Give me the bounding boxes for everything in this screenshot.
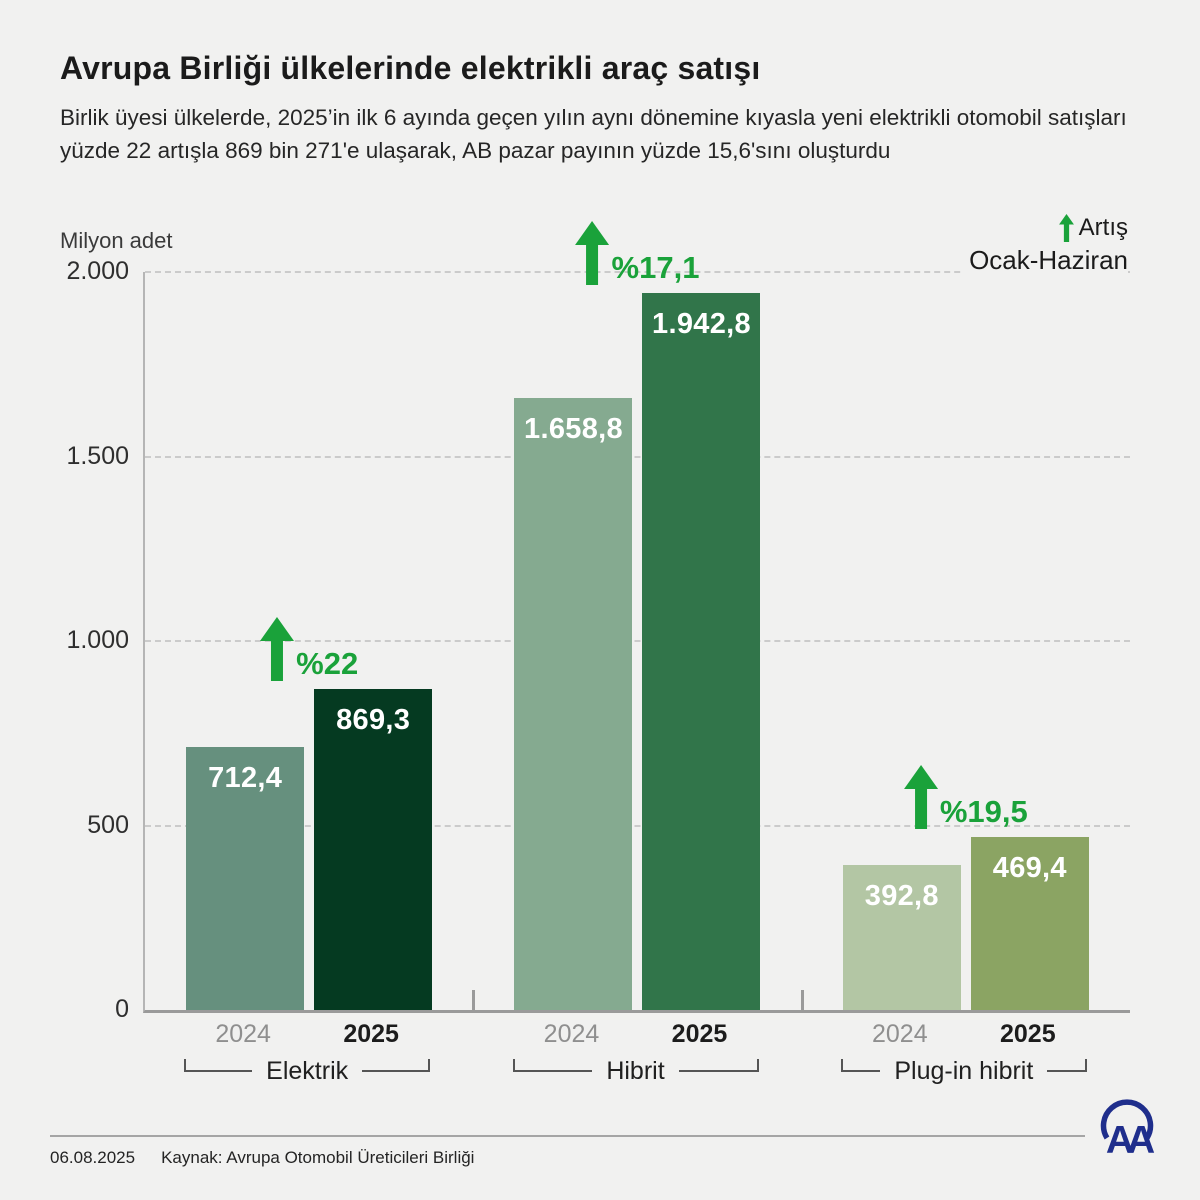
bar-2025: 469,4 bbox=[970, 836, 1089, 1010]
bracket-line-left bbox=[184, 1059, 253, 1072]
group-label: Plug-in hibrit bbox=[894, 1057, 1034, 1085]
bar-value-label: 392,8 bbox=[864, 880, 939, 913]
y-tick-label: 0 bbox=[115, 995, 129, 1023]
bar-value-label: 1.942,8 bbox=[652, 308, 751, 341]
year-label-2024: 2024 bbox=[872, 1020, 928, 1048]
year-label-2025: 2025 bbox=[343, 1020, 399, 1048]
change-percent-label: %22 bbox=[296, 646, 359, 682]
legend-increase-row: Artış bbox=[969, 214, 1128, 242]
increase-arrow-icon bbox=[260, 617, 295, 682]
gridline-2.000 bbox=[145, 271, 1130, 273]
year-label-row: 2024 2025 bbox=[800, 1020, 1128, 1049]
legend: Artış Ocak-Haziran bbox=[963, 214, 1128, 276]
gridline-1.500 bbox=[145, 455, 1130, 458]
y-tick-label: 1.500 bbox=[66, 441, 129, 470]
bracket-line-right bbox=[678, 1059, 759, 1072]
x-axis-labels: 2024 2025 2024 2025 2024 2025 bbox=[143, 1020, 1128, 1054]
year-label-2025: 2025 bbox=[671, 1020, 728, 1048]
change-indicator: %19,5 bbox=[903, 764, 1028, 829]
page-title: Avrupa Birliği ülkelerinde elektrikli ar… bbox=[60, 50, 761, 86]
bar-value-label: 469,4 bbox=[992, 851, 1067, 884]
year-label-2024: 2024 bbox=[543, 1020, 600, 1048]
aa-logo-arc bbox=[1100, 1099, 1154, 1140]
bar-2024: 712,4 bbox=[186, 747, 305, 1010]
bracket-line-left bbox=[512, 1059, 593, 1072]
change-percent-label: %19,5 bbox=[939, 793, 1028, 829]
aa-agency-logo: AA bbox=[1100, 1099, 1158, 1159]
group-bracket-plug-in-hibrit: Plug-in hibrit bbox=[840, 1057, 1087, 1085]
bar-group-elektrik: 712,4 869,3 %22 bbox=[145, 272, 473, 1010]
bar-2025: 1.942,8 bbox=[642, 293, 761, 1010]
y-axis-unit-label: Milyon adet bbox=[60, 228, 173, 253]
footer-source: Kaynak: Avrupa Otomobil Üreticileri Birl… bbox=[161, 1148, 475, 1167]
year-label-2024: 2024 bbox=[215, 1020, 271, 1048]
bar-2024: 392,8 bbox=[842, 865, 961, 1010]
group-brackets: Elektrik Hibrit Plug-in hibrit bbox=[143, 1058, 1128, 1088]
bracket-line-right bbox=[1047, 1059, 1087, 1072]
bar-group-plug-in-hibrit: 392,8 469,4 %19,5 bbox=[802, 272, 1130, 1010]
y-tick-label: 1.000 bbox=[66, 626, 129, 654]
increase-arrow-icon bbox=[575, 221, 610, 286]
bar-2024: 1.658,8 bbox=[514, 397, 633, 1010]
bar-chart-plot-area: 712,4 869,3 %22 1.658,8 1.942,8 %17,1 392,8 469… bbox=[143, 221, 1130, 1013]
change-indicator: %22 bbox=[260, 617, 359, 682]
year-label-row: 2024 2025 bbox=[143, 1020, 471, 1049]
bar-value-label: 869,3 bbox=[336, 704, 411, 737]
legend-period-label: Ocak-Haziran bbox=[969, 245, 1128, 275]
aa-logo-text: AA bbox=[1106, 1119, 1155, 1159]
year-label-2025: 2025 bbox=[1000, 1020, 1056, 1048]
footer-divider bbox=[50, 1135, 1085, 1137]
group-label: Elektrik bbox=[266, 1057, 349, 1085]
group-label: Hibrit bbox=[606, 1057, 665, 1085]
y-tick-label: 2.000 bbox=[66, 257, 129, 285]
subtitle: Birlik üyesi ülkelerde, 2025’in ilk 6 ay… bbox=[60, 105, 1127, 163]
bracket-line-right bbox=[362, 1059, 431, 1072]
increase-arrow-icon bbox=[1058, 214, 1074, 242]
bar-group-hibrit: 1.658,8 1.942,8 %17,1 bbox=[473, 221, 801, 1010]
group-bracket-hibrit: Hibrit bbox=[512, 1057, 759, 1085]
bracket-line-left bbox=[840, 1059, 881, 1072]
group-bracket-elektrik: Elektrik bbox=[184, 1057, 431, 1085]
footer: 06.08.2025 Kaynak: Avrupa Otomobil Üreti… bbox=[50, 1148, 474, 1168]
axis-group-separator bbox=[800, 990, 804, 1010]
gridline-1.000 bbox=[145, 640, 1130, 642]
legend-increase-label: Artış bbox=[1078, 214, 1128, 241]
axis-group-separator bbox=[472, 990, 476, 1010]
increase-arrow-icon bbox=[903, 764, 938, 829]
change-percent-label: %17,1 bbox=[611, 250, 700, 286]
bar-value-label: 1.658,8 bbox=[524, 412, 623, 445]
footer-date: 06.08.2025 bbox=[50, 1148, 136, 1167]
year-label-row: 2024 2025 bbox=[471, 1020, 799, 1049]
gridline-500 bbox=[145, 824, 1130, 827]
change-indicator: %17,1 bbox=[575, 221, 700, 286]
bar-2025: 869,3 bbox=[314, 689, 433, 1010]
bar-value-label: 712,4 bbox=[208, 762, 283, 795]
y-tick-label: 500 bbox=[87, 810, 129, 839]
